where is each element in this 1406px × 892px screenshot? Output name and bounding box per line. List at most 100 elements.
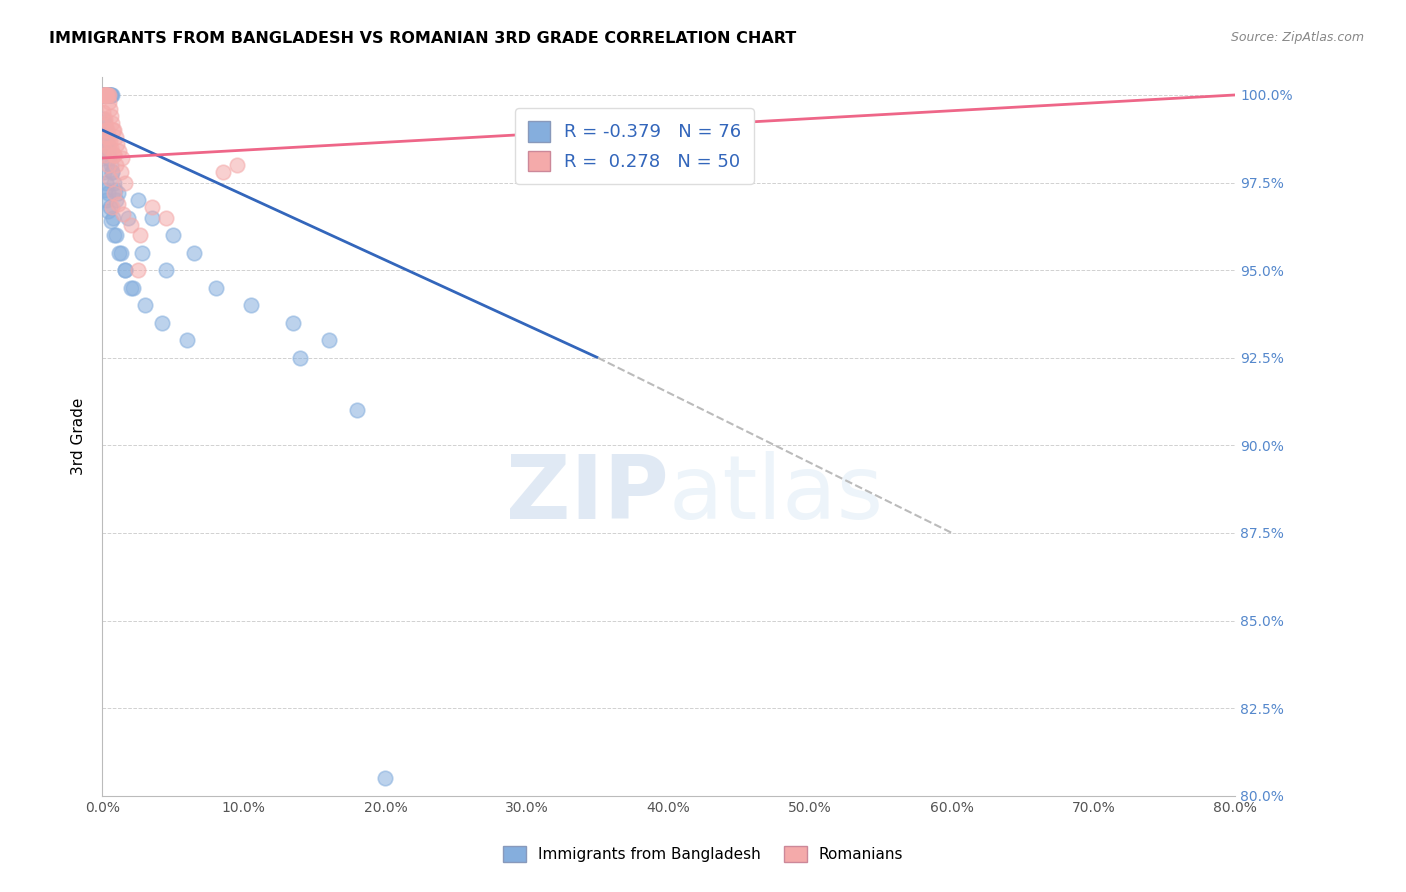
Point <box>97 151 120 165</box>
Point <box>94 87 117 102</box>
Point <box>101 165 124 179</box>
Point <box>239 298 262 312</box>
Point <box>374 771 396 785</box>
Point <box>96 87 118 102</box>
Point <box>101 87 124 102</box>
Point <box>94 176 117 190</box>
Point <box>97 186 120 200</box>
Point <box>97 203 120 218</box>
Point <box>94 123 117 137</box>
Point <box>110 245 132 260</box>
Point <box>103 186 125 200</box>
Point <box>93 87 115 102</box>
Point <box>93 165 115 179</box>
Text: atlas: atlas <box>669 450 884 538</box>
Point <box>100 109 122 123</box>
Point <box>104 130 127 145</box>
Point <box>100 158 122 172</box>
Point <box>346 403 368 417</box>
Text: Source: ZipAtlas.com: Source: ZipAtlas.com <box>1230 31 1364 45</box>
Point <box>96 87 118 102</box>
Point <box>100 214 122 228</box>
Point <box>110 165 132 179</box>
Point <box>93 87 115 102</box>
Point <box>105 136 128 151</box>
Point <box>127 193 149 207</box>
Point <box>94 87 117 102</box>
Point <box>97 87 120 102</box>
Point <box>97 144 120 158</box>
Point <box>120 280 142 294</box>
Point <box>97 87 120 102</box>
Point <box>94 147 117 161</box>
Point <box>104 183 127 197</box>
Point <box>100 140 122 154</box>
Point <box>96 87 118 102</box>
Point <box>108 144 131 158</box>
Point <box>103 228 125 243</box>
Point <box>114 176 136 190</box>
Point <box>96 136 118 151</box>
Point <box>105 158 128 172</box>
Point <box>93 87 115 102</box>
Y-axis label: 3rd Grade: 3rd Grade <box>72 398 86 475</box>
Point <box>101 211 124 225</box>
Point <box>112 207 135 221</box>
Legend: R = -0.379   N = 76, R =  0.278   N = 50: R = -0.379 N = 76, R = 0.278 N = 50 <box>516 108 754 184</box>
Point <box>97 140 120 154</box>
Point <box>93 87 115 102</box>
Point <box>93 87 115 102</box>
Point <box>94 87 117 102</box>
Point <box>107 196 129 211</box>
Point <box>100 87 122 102</box>
Point <box>150 316 173 330</box>
Legend: Immigrants from Bangladesh, Romanians: Immigrants from Bangladesh, Romanians <box>496 840 910 868</box>
Point <box>114 263 136 277</box>
Point <box>211 165 233 179</box>
Point <box>101 200 124 214</box>
Point <box>98 200 121 214</box>
Point <box>101 123 124 137</box>
Point <box>93 87 115 102</box>
Point <box>103 176 125 190</box>
Point <box>97 87 120 102</box>
Point <box>97 87 120 102</box>
Point <box>94 112 117 127</box>
Point <box>98 87 121 102</box>
Point <box>98 134 121 148</box>
Point <box>103 123 125 137</box>
Point <box>94 87 117 102</box>
Point <box>91 87 114 102</box>
Point <box>96 130 118 145</box>
Point <box>98 87 121 102</box>
Point <box>114 263 136 277</box>
Point <box>94 130 117 145</box>
Point <box>131 245 153 260</box>
Point <box>98 151 121 165</box>
Point <box>176 333 198 347</box>
Point <box>93 87 115 102</box>
Point <box>105 228 128 243</box>
Point <box>98 102 121 116</box>
Text: IMMIGRANTS FROM BANGLADESH VS ROMANIAN 3RD GRADE CORRELATION CHART: IMMIGRANTS FROM BANGLADESH VS ROMANIAN 3… <box>49 31 796 46</box>
Point <box>94 87 117 102</box>
Point <box>105 193 128 207</box>
Point <box>96 123 118 137</box>
Point <box>122 280 145 294</box>
Point <box>127 263 149 277</box>
Point <box>96 87 118 102</box>
Point <box>120 218 142 232</box>
Point <box>94 87 117 102</box>
Point <box>117 211 139 225</box>
Point <box>134 298 156 312</box>
Point <box>155 211 177 225</box>
Point <box>97 87 120 102</box>
Point <box>318 333 340 347</box>
Point <box>97 130 120 145</box>
Point <box>96 87 118 102</box>
Point <box>155 263 177 277</box>
Point <box>290 351 312 365</box>
Point <box>283 316 305 330</box>
Point <box>98 172 121 186</box>
Point <box>94 116 117 130</box>
